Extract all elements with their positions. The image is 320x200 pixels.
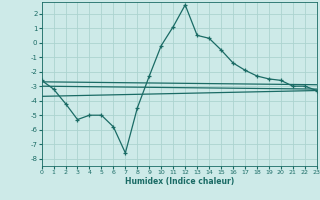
X-axis label: Humidex (Indice chaleur): Humidex (Indice chaleur) (124, 177, 234, 186)
